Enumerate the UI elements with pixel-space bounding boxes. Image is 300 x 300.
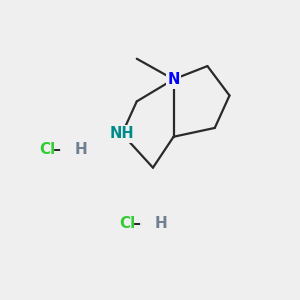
Text: N: N [167, 72, 180, 87]
Text: H: H [75, 142, 88, 158]
Text: Cl: Cl [40, 142, 56, 158]
Text: Cl: Cl [119, 216, 135, 231]
Text: H: H [154, 216, 167, 231]
Text: –: – [48, 142, 66, 158]
Text: –: – [128, 216, 146, 231]
Text: NH: NH [110, 126, 134, 141]
